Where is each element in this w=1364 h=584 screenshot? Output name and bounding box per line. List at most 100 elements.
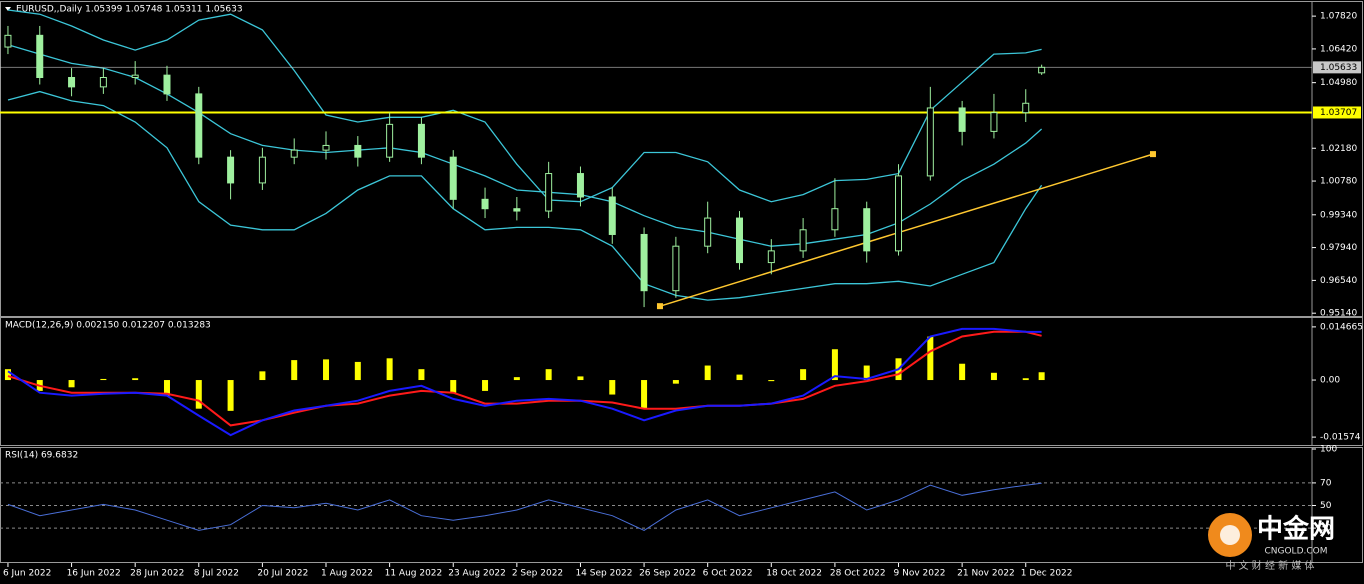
candle-body — [36, 34, 44, 79]
x-tick-label: 6 Jun 2022 — [3, 569, 51, 579]
macd-histogram-bar — [259, 371, 266, 381]
y-tick-label: 0.99340 — [1320, 210, 1357, 220]
candle-body — [767, 250, 775, 264]
x-tick-label: 18 Oct 2022 — [766, 569, 822, 579]
x-tick-label: 8 Jul 2022 — [194, 569, 239, 579]
macd-histogram-bar — [1038, 372, 1045, 381]
candle-body — [735, 217, 743, 264]
trendline — [659, 153, 1154, 307]
x-tick-label: 2 Sep 2022 — [512, 569, 563, 579]
site: CNGOLD.COM — [1264, 547, 1327, 557]
macd-histogram-bar — [800, 369, 807, 381]
price-label-box — [1313, 61, 1361, 74]
candle-body — [576, 173, 584, 198]
y-tick-label: 0.97940 — [1320, 243, 1357, 253]
y-tick-label: 1.06420 — [1320, 44, 1357, 54]
candle-body — [990, 112, 998, 132]
macd-histogram-bar — [323, 359, 330, 381]
brand: 中金网 — [1257, 514, 1335, 545]
candle-body — [958, 107, 966, 132]
macd-histogram-bar — [513, 377, 520, 381]
candle-body — [417, 123, 425, 158]
trendline-anchor — [1149, 151, 1156, 158]
panel-title: EURUSD,,Daily 1.05399 1.05748 1.05311 1.… — [16, 5, 243, 15]
candle-body — [354, 144, 362, 158]
tagline: 中 文 财 经 新 媒 体 — [1225, 559, 1314, 572]
candle-body — [227, 156, 235, 184]
macd-histogram-bar — [990, 372, 997, 381]
panel-title: MACD(12,26,9) 0.002150 0.012207 0.013283 — [5, 321, 211, 331]
candle-body — [481, 198, 489, 210]
band-middle — [7, 44, 1043, 247]
x-tick-label: 20 Jul 2022 — [257, 569, 308, 579]
candle-body — [386, 123, 394, 158]
macd-histogram-bar — [704, 365, 711, 381]
x-tick-label: 14 Sep 2022 — [575, 569, 632, 579]
price-label-box — [1313, 106, 1361, 119]
macd-histogram-bar — [641, 380, 648, 410]
macd-histogram-bar — [291, 360, 298, 381]
candle-body — [608, 196, 616, 235]
candle-body — [1022, 102, 1030, 114]
candle-body — [1038, 66, 1046, 74]
macd-histogram-bar — [132, 378, 139, 381]
macd-histogram-bar — [609, 380, 616, 395]
candle-body — [163, 74, 171, 95]
panel-border — [0, 1, 1363, 317]
x-tick-label: 21 Nov 2022 — [957, 569, 1015, 579]
band-upper — [7, 9, 1042, 203]
candle-body — [513, 208, 521, 212]
watermark: 中金网 CNGOLD.COM 中 文 财 经 新 媒 体 — [1208, 513, 1335, 572]
y-tick-label: 1.00780 — [1320, 177, 1357, 187]
macd-histogram-bar — [927, 336, 934, 381]
y-tick-label: 1.02180 — [1320, 144, 1357, 154]
candle-body — [672, 245, 680, 292]
menu-arrow — [5, 7, 11, 11]
macd-histogram-bar — [418, 369, 425, 381]
x-tick-label: 6 Oct 2022 — [703, 569, 753, 579]
x-tick-label: 28 Jun 2022 — [130, 569, 184, 579]
macd-histogram-bar — [672, 380, 679, 384]
candle-body — [68, 77, 76, 88]
x-tick-label: 16 Jun 2022 — [67, 569, 121, 579]
macd-histogram-bar — [577, 376, 584, 381]
macd-histogram-bar — [863, 365, 870, 381]
macd-histogram-bar — [1022, 378, 1029, 381]
x-tick-label: 23 Aug 2022 — [448, 569, 506, 579]
y-tick-label: 0.00 — [1320, 376, 1340, 386]
macd-histogram-bar — [195, 380, 202, 409]
y-tick-label: 50 — [1320, 501, 1332, 511]
candle-body — [895, 175, 903, 252]
y-tick-label: 1.07820 — [1320, 12, 1357, 22]
band-lower — [7, 90, 1043, 301]
candle-body — [449, 156, 457, 200]
rsi-line — [7, 482, 1042, 531]
y-tick-label: 0.014665 — [1320, 322, 1363, 332]
macd-histogram-bar — [482, 380, 489, 391]
macd-line — [7, 327, 1042, 437]
y-tick-label: 1.04980 — [1320, 78, 1357, 88]
candle-body — [195, 93, 203, 158]
y-tick-label: -0.01574 — [1320, 433, 1361, 443]
macd-histogram-bar — [831, 349, 838, 381]
x-tick-label: 11 Aug 2022 — [385, 569, 443, 579]
panel-border — [0, 317, 1363, 446]
y-tick-label: 30 — [1320, 524, 1332, 534]
macd-histogram-bar — [736, 374, 743, 381]
candle-body — [258, 156, 266, 184]
macd-histogram-bar — [354, 361, 361, 381]
signal-line — [7, 330, 1042, 427]
x-tick-label: 1 Aug 2022 — [321, 569, 373, 579]
y-tick-label: 0.96540 — [1320, 276, 1357, 286]
logo-inner — [1220, 525, 1240, 545]
candle-body — [545, 173, 553, 212]
candle-body — [640, 233, 648, 292]
x-tick-label: 28 Oct 2022 — [830, 569, 886, 579]
macd-histogram-bar — [386, 358, 393, 381]
macd-histogram-bar — [4, 369, 11, 381]
macd-histogram-bar — [545, 369, 552, 381]
candle-body — [831, 208, 839, 231]
candle-body — [290, 149, 298, 158]
